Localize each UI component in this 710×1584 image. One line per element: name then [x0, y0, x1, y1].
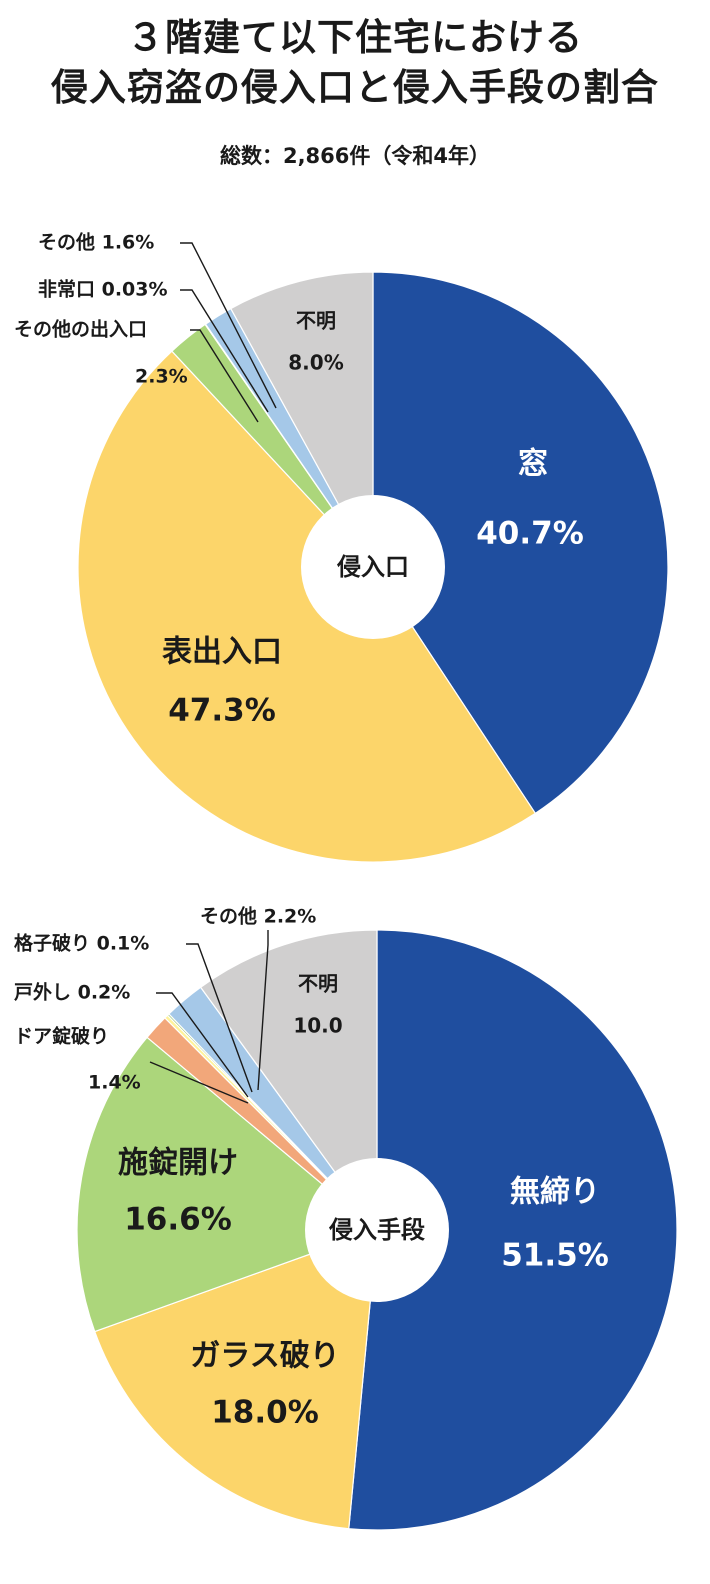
pie1-slice-5-value: 8.0%: [288, 351, 343, 375]
pie1-slice-0-value: 40.7%: [476, 516, 584, 552]
pie2-slice-0-name: 無締り: [510, 1175, 600, 1210]
pie2-slice-4-label: 戸外し 0.2%: [14, 981, 130, 1004]
pie2-slice-2: [76, 1036, 379, 1333]
pie2-slice-2-value: 16.6%: [124, 1202, 232, 1238]
pie2-slice-0: [348, 929, 678, 1531]
pie2-slice-0-value: 51.5%: [501, 1238, 609, 1274]
pie2-slice-5-leader: [186, 943, 253, 1093]
pie2-slice-1-value: 18.0%: [211, 1395, 319, 1431]
pie2-center-label: 侵入手段: [328, 1216, 425, 1244]
pie1-center-hole: [301, 495, 445, 639]
pie1-slice-1-value: 47.3%: [168, 693, 276, 729]
pie2-slice-7-value: 10.0: [293, 1014, 342, 1038]
pie2-slice-2-name: 施錠開け: [118, 1146, 238, 1181]
pie1-slice-5-name: 不明: [296, 309, 336, 333]
pie1-slice-3-label: 非常口 0.03%: [38, 278, 168, 301]
chart-subtitle: 総数：2,866件（令和4年）: [219, 144, 491, 168]
pie2-slice-5-label: 格子破り 0.1%: [14, 932, 149, 955]
pie1-slice-3-leader: [180, 289, 269, 413]
pie2-slice-3-name: ドア錠破り: [14, 1025, 109, 1048]
pie2-slice-3-leader: [149, 1061, 249, 1104]
pie1-slice-2-leader: [190, 329, 259, 423]
pie1-slice-1-name: 表出入口: [162, 635, 282, 670]
pie2-slice-1: [93, 1229, 378, 1530]
pie1-center-label: 侵入口: [336, 553, 409, 581]
pie1-slice-2-name: その他の出入口: [14, 318, 147, 341]
pie2-slice-7-name: 不明: [298, 972, 338, 996]
pie2-slice-6-label: その他 2.2%: [200, 905, 316, 928]
pie1-slice-4-leader: [180, 242, 277, 409]
chart-title-line2: 侵入窃盗の侵入口と侵入手段の割合: [51, 66, 659, 109]
pie1-slice-4-label: その他 1.6%: [38, 231, 154, 254]
pie1-slice-5: [229, 271, 374, 568]
pie1-slice-2-value: 2.3%: [135, 366, 188, 388]
pie2-slice-1-name: ガラス破り: [190, 1339, 339, 1374]
pie1-slice-0-name: 窓: [518, 447, 548, 482]
chart-title-line1: ３階建て以下住宅における: [127, 16, 583, 59]
pie2-slice-3-value: 1.4%: [88, 1072, 141, 1094]
pie2-slice-6-leader: [257, 930, 269, 1091]
pie1-slice-1: [77, 350, 537, 863]
pie2-slice-4-leader: [156, 992, 249, 1098]
pie2-center-hole: [305, 1158, 449, 1302]
